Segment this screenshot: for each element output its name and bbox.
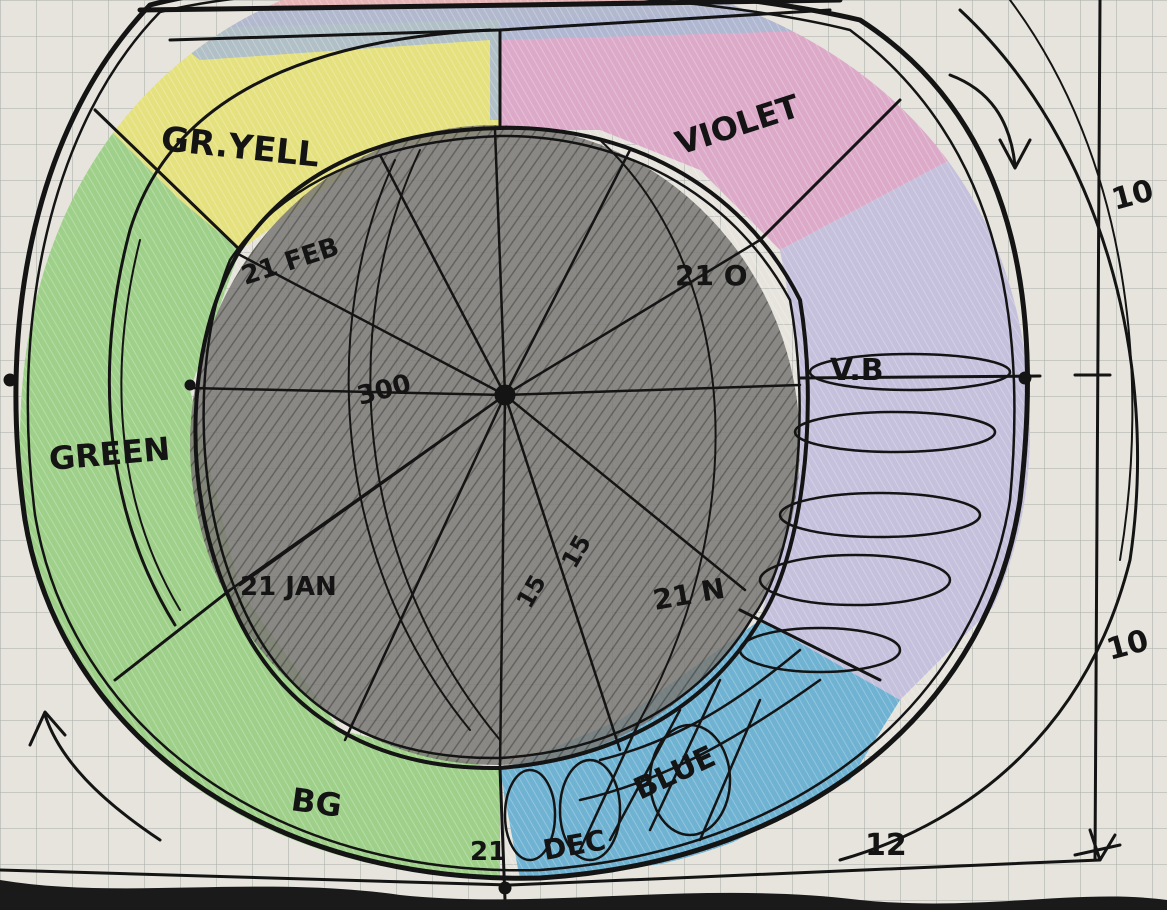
- label-bg: BG: [289, 780, 344, 825]
- arrow-bottom-left: [28, 710, 162, 842]
- label-21-oct: 21 O: [675, 259, 748, 292]
- torn-paper-edge: [0, 880, 1167, 910]
- coil-loops: [503, 352, 1012, 862]
- dimension-label-bottom: 12: [865, 828, 907, 863]
- spokes: [188, 128, 802, 770]
- center-hub: [494, 384, 516, 406]
- label-v-b: V.B: [830, 353, 884, 388]
- center-disk: [190, 125, 800, 765]
- arrow-top-right: [948, 73, 1032, 170]
- label-21-dec: 21: [470, 837, 506, 867]
- label-21-jan: 21 JAN: [240, 572, 337, 602]
- dimension-line-vertical: [1093, 0, 1102, 862]
